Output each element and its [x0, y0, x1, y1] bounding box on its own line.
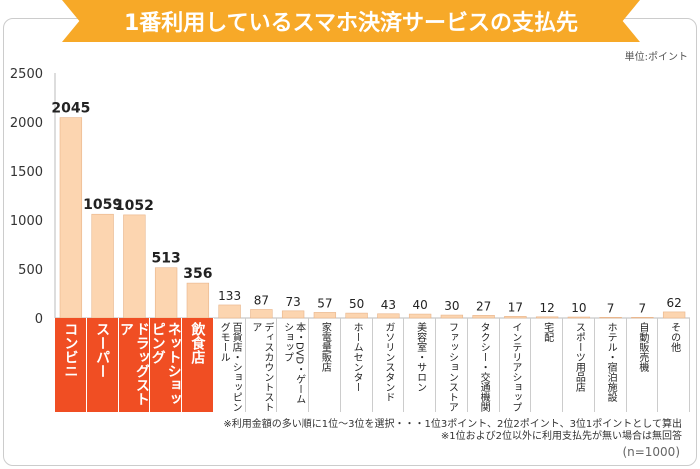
data-label: 356: [183, 266, 212, 282]
bar: [91, 213, 114, 319]
bar: [377, 313, 400, 319]
category-cell: ネットショッピング: [150, 318, 182, 412]
y-tick-label: 1500: [10, 165, 43, 180]
category-cell: スーパー: [86, 318, 119, 412]
category-label: 宅配: [541, 322, 553, 342]
category-cell: ファッションストア: [436, 318, 468, 412]
category-cell: 飲食店: [182, 318, 214, 412]
bar: [186, 282, 210, 319]
data-label: 27: [476, 299, 491, 313]
sample-size: (n=1000): [622, 445, 680, 459]
y-tick-label: 2500: [10, 67, 43, 82]
data-label: 43: [381, 298, 396, 312]
category-cell: インテリアショップ: [500, 318, 532, 412]
category-cell: 宅配: [531, 318, 563, 412]
category-label: 美容室・サロン: [414, 322, 426, 392]
bar: [345, 312, 368, 319]
data-label: 1059: [83, 197, 122, 213]
category-label: ホームセンター: [351, 322, 363, 392]
category-label: 家電量販店: [319, 322, 331, 372]
note-2: ※1位および2位以外に利用支払先が無い場合は無回答: [440, 431, 682, 442]
data-label: 10: [571, 301, 586, 315]
bar: [218, 304, 241, 319]
category-cell: 美容室・サロン: [404, 318, 436, 412]
category-label: 飲食店: [189, 322, 206, 364]
bar: [631, 317, 654, 319]
category-cell: スポーツ用品店: [563, 318, 595, 412]
category-cell: ホームセンター: [341, 318, 373, 412]
y-tick-label: 0: [35, 312, 43, 327]
unit-label: 単位:ポイント: [624, 52, 688, 63]
category-cell: ドラッグストア: [117, 318, 151, 412]
category-label: ディスカウントストア: [249, 322, 273, 412]
bar: [123, 214, 146, 319]
category-label: その他: [668, 322, 680, 352]
bar: [504, 316, 527, 319]
category-label: ホテル・宿泊施設: [605, 322, 617, 402]
bar: [472, 315, 495, 319]
category-cell: 家電量販店: [309, 318, 341, 412]
category-label: ファッションストア: [446, 322, 458, 412]
data-label: 62: [666, 296, 681, 310]
note-1: ※利用金額の多い順に1位～3位を選択・・・1位3ポイント、2位2ポイント、3位1…: [223, 419, 682, 430]
bar: [440, 314, 464, 319]
data-label: 30: [444, 299, 459, 313]
data-label: 57: [317, 296, 332, 310]
category-label: インテリアショップ: [509, 322, 521, 412]
data-label: 87: [254, 293, 269, 307]
category-label: スポーツ用品店: [573, 322, 585, 392]
bar: [313, 312, 337, 319]
category-cell: 自動販売機: [627, 318, 659, 412]
category-label: ネットショッピング: [149, 322, 182, 406]
data-label: 2045: [51, 101, 90, 117]
data-label: 513: [152, 251, 181, 267]
category-label: 自動販売機: [636, 322, 648, 372]
data-label: 7: [607, 301, 615, 315]
category-cell: 百貨店・ショッピングモール: [214, 318, 246, 412]
category-label: スーパー: [94, 322, 111, 378]
bar: [567, 316, 591, 319]
data-label: 40: [412, 298, 427, 312]
data-label: 73: [285, 295, 300, 309]
category-label: ドラッグストア: [117, 322, 150, 406]
category-label: 本・DVD・ゲームショップ: [281, 322, 305, 405]
category-label: 百貨店・ショッピングモール: [218, 322, 242, 412]
data-label: 7: [639, 301, 647, 315]
bar: [154, 267, 178, 319]
category-cell: ガソリンスタンド: [373, 318, 405, 412]
category-cell: その他: [658, 318, 690, 412]
category-cell: 本・DVD・ゲームショップ: [277, 318, 309, 412]
bar: [662, 311, 686, 319]
bar: [59, 117, 83, 319]
data-label: 1052: [115, 198, 154, 214]
data-label: 12: [539, 301, 554, 315]
chart-title: 1番利用しているスマホ決済サービスの支払先: [62, 0, 640, 42]
category-cell: コンビニ: [55, 318, 87, 412]
bar: [250, 309, 273, 319]
bar: [408, 313, 432, 319]
category-cell: ディスカウントストア: [246, 318, 278, 412]
category-cell: タクシー・交通機関: [468, 318, 500, 412]
category-label: コンビニ: [62, 322, 79, 378]
y-tick-label: 500: [18, 263, 43, 278]
category-label: タクシー・交通機関: [478, 322, 490, 412]
bar: [599, 317, 622, 319]
category-label: ガソリンスタンド: [382, 322, 394, 402]
data-label: 133: [218, 289, 241, 303]
bar: [535, 316, 559, 319]
bar: [281, 310, 305, 319]
y-tick-label: 2000: [10, 116, 43, 131]
category-cell: ホテル・宿泊施設: [595, 318, 627, 412]
data-label: 50: [349, 297, 364, 311]
data-label: 17: [508, 300, 523, 314]
y-tick-label: 1000: [10, 214, 43, 229]
